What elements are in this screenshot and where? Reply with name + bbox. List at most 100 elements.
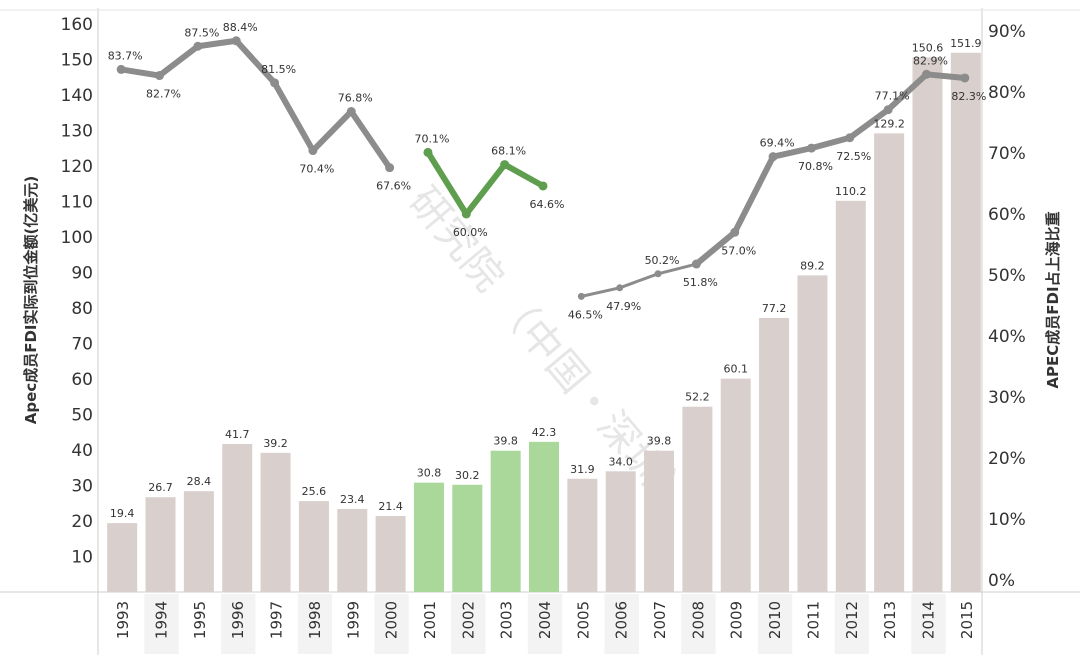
left-tick-label: 120 xyxy=(61,157,93,177)
point-value-label: 76.8% xyxy=(338,92,373,105)
point-value-label: 72.5% xyxy=(836,150,871,163)
bar xyxy=(260,452,291,592)
bar-value-label: 60.1 xyxy=(723,363,748,376)
x-category-label: 2012 xyxy=(843,601,861,639)
series-point xyxy=(231,36,241,46)
bar xyxy=(605,471,636,592)
series-point xyxy=(577,292,585,300)
bar xyxy=(413,482,444,592)
bar-value-label: 23.4 xyxy=(340,493,365,506)
left-tick-label: 110 xyxy=(61,193,93,213)
left-tick-label: 130 xyxy=(61,122,93,142)
category-band xyxy=(374,594,409,654)
series-point xyxy=(883,105,893,115)
category-band xyxy=(604,594,639,654)
point-value-label: 60.0% xyxy=(453,226,488,239)
lines xyxy=(116,36,970,300)
left-tick-label: 150 xyxy=(61,51,93,71)
point-value-label: 88.4% xyxy=(223,21,258,34)
bar-value-label: 129.2 xyxy=(873,117,905,130)
right-tick-label: 40% xyxy=(988,327,1026,347)
series-point xyxy=(155,71,165,81)
point-value-label: 64.6% xyxy=(530,198,565,211)
bar xyxy=(797,275,828,592)
bar-value-label: 25.6 xyxy=(302,485,327,498)
point-value-label: 87.5% xyxy=(184,26,219,39)
x-category-label: 2010 xyxy=(766,601,784,639)
point-value-label: 68.1% xyxy=(491,145,526,158)
bar xyxy=(759,317,790,592)
bar xyxy=(912,57,943,593)
category-band xyxy=(911,594,946,654)
x-category-label: 2004 xyxy=(536,601,554,639)
series-point xyxy=(500,160,510,170)
x-category-label: 2005 xyxy=(574,601,592,639)
series-point xyxy=(538,181,548,191)
series-point xyxy=(116,64,126,74)
bar-value-label: 52.2 xyxy=(685,391,710,404)
right-tick-label: 10% xyxy=(988,510,1026,530)
left-tick-label: 50 xyxy=(71,406,93,426)
left-tick-label: 20 xyxy=(71,512,93,532)
point-value-label: 81.5% xyxy=(261,63,296,76)
category-band xyxy=(527,594,563,654)
point-value-label: 82.9% xyxy=(913,54,948,67)
bar-value-label: 39.2 xyxy=(263,437,288,450)
category-band xyxy=(144,594,179,654)
bar xyxy=(682,406,713,592)
bar xyxy=(529,441,559,592)
left-tick-label: 90 xyxy=(71,264,93,284)
series-line xyxy=(579,262,698,298)
bar-value-label: 77.2 xyxy=(762,302,787,315)
right-tick-label: 70% xyxy=(988,144,1026,164)
bar xyxy=(337,508,368,592)
right-tick-label: 90% xyxy=(988,22,1026,42)
background-layer xyxy=(144,594,946,654)
right-tick-label: 60% xyxy=(988,205,1026,225)
bar xyxy=(835,200,866,593)
bar xyxy=(452,484,483,592)
left-tick-label: 140 xyxy=(61,86,93,106)
series-point xyxy=(308,146,318,156)
bar-value-label: 89.2 xyxy=(800,259,825,272)
bar-value-label: 41.7 xyxy=(225,428,250,441)
bar xyxy=(720,378,751,592)
x-category-label: 2008 xyxy=(689,601,707,639)
point-value-label: 83.7% xyxy=(108,49,143,62)
left-tick-label: 60 xyxy=(71,370,93,390)
left-tick-label: 100 xyxy=(61,228,93,248)
point-value-label: 57.0% xyxy=(721,244,756,257)
x-category-label: 2006 xyxy=(613,601,631,639)
point-value-label: 70.8% xyxy=(798,160,833,173)
left-tick-label: 80 xyxy=(71,299,93,319)
point-value-label: 82.7% xyxy=(146,88,181,101)
series-point xyxy=(768,152,778,162)
series-point xyxy=(921,69,931,79)
axes: 10 20 30 40 50 60 70 80 90 100 110 120 130 140 150 160 0… xyxy=(0,8,1080,655)
series-point xyxy=(806,143,816,153)
x-category-label: 1993 xyxy=(114,601,132,639)
x-category-label: 1997 xyxy=(268,601,286,639)
x-category-label: 2014 xyxy=(919,601,937,639)
bar-value-label: 30.8 xyxy=(417,467,442,480)
point-value-label: 70.4% xyxy=(299,163,334,176)
category-band xyxy=(221,594,256,654)
x-category-label: 2009 xyxy=(728,601,746,639)
right-tick-label: 50% xyxy=(988,266,1026,286)
series-point xyxy=(461,209,471,219)
series-point xyxy=(385,163,395,173)
bar xyxy=(107,523,138,592)
series-point xyxy=(270,78,280,88)
x-category-label: 2001 xyxy=(421,601,439,639)
left-tick-label: 40 xyxy=(71,441,93,461)
bar-value-label: 31.9 xyxy=(570,463,595,476)
point-value-label: 47.9% xyxy=(606,300,641,313)
bar-value-label: 28.4 xyxy=(187,475,212,488)
bar-value-label: 30.2 xyxy=(455,469,480,482)
bar-value-label: 39.8 xyxy=(493,435,518,448)
series-line xyxy=(424,149,546,217)
bar-value-label: 34.0 xyxy=(608,455,633,468)
left-tick-label: 30 xyxy=(71,477,93,497)
category-band xyxy=(834,594,869,654)
